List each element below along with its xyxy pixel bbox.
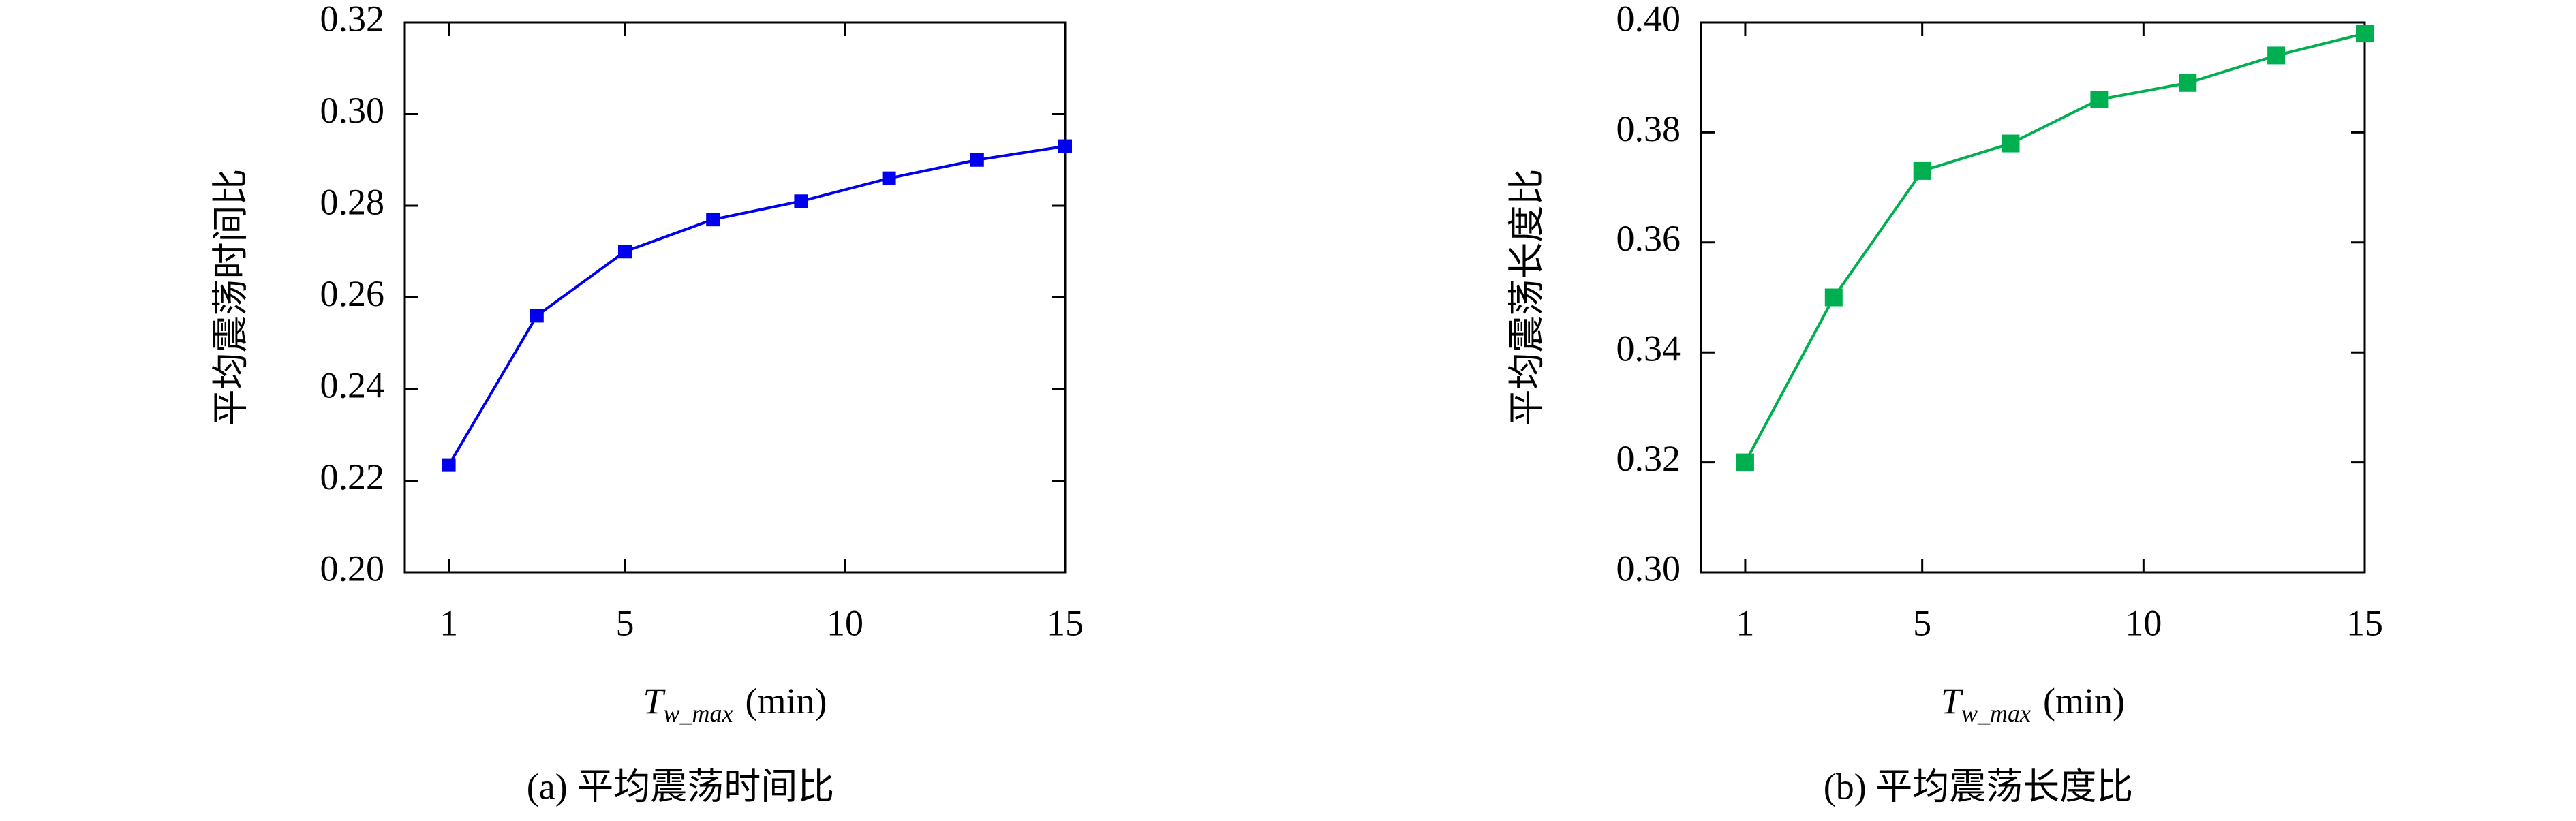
x-axis-label-unit: (min) xyxy=(746,681,827,722)
y-tick-label: 0.20 xyxy=(320,548,385,589)
x-tick-label: 10 xyxy=(2125,602,2162,643)
x-axis-label: Tw_max (min) xyxy=(643,681,827,727)
x-axis-label-unit: (min) xyxy=(2043,681,2125,722)
y-tick-label: 0.38 xyxy=(1616,108,1681,149)
x-tick-label: 5 xyxy=(1913,602,1931,643)
y-axis-label: 平均震荡时间比 xyxy=(210,169,251,427)
x-axis-label: Tw_max (min) xyxy=(1941,681,2125,727)
y-tick-label: 0.22 xyxy=(320,456,385,497)
caption: (a) 平均震荡时间比 xyxy=(527,766,834,807)
y-axis-label: 平均震荡长度比 xyxy=(1506,169,1547,427)
marker xyxy=(1824,288,1843,307)
marker xyxy=(2356,25,2374,43)
marker xyxy=(442,458,456,472)
x-axis-label-symbol: T xyxy=(643,681,666,722)
chart: 0.200.220.240.260.280.300.321 5 10 15平均震荡时间… xyxy=(210,0,1084,807)
marker xyxy=(2267,46,2286,65)
y-tick-label: 0.30 xyxy=(320,90,385,131)
marker xyxy=(2090,90,2109,108)
chart: 0.300.320.340.360.380.401 5 10 15平均震荡长度比Tw_… xyxy=(1506,0,2383,807)
marker xyxy=(882,171,896,185)
marker xyxy=(2179,74,2197,92)
y-tick-label: 0.36 xyxy=(1616,218,1681,259)
y-tick-label: 0.26 xyxy=(320,273,385,314)
x-tick-label: 10 xyxy=(827,602,863,643)
y-tick-label: 0.32 xyxy=(320,0,385,39)
marker xyxy=(530,309,544,323)
x-tick-label: 15 xyxy=(2346,602,2383,643)
y-tick-label: 0.40 xyxy=(1616,0,1681,39)
marker xyxy=(2002,134,2020,153)
series-line xyxy=(447,144,1066,466)
x-tick-label: 5 xyxy=(616,602,634,643)
y-tick-label: 0.28 xyxy=(320,181,385,222)
marker xyxy=(706,213,720,227)
caption: (b) 平均震荡长度比 xyxy=(1824,766,2133,807)
x-axis-label-subscript: w_max xyxy=(664,700,733,727)
y-tick-label: 0.24 xyxy=(320,365,385,405)
plot-frame xyxy=(1700,21,2366,574)
y-tick-label: 0.32 xyxy=(1616,438,1681,479)
marker xyxy=(1736,453,1754,471)
y-tick-label: 0.30 xyxy=(1616,548,1681,589)
marker xyxy=(618,245,632,259)
marker xyxy=(794,194,808,208)
x-axis-label-symbol: T xyxy=(1941,681,1964,722)
x-tick-label: 1 xyxy=(1736,602,1754,643)
x-tick-label: 15 xyxy=(1047,602,1084,643)
marker xyxy=(1058,139,1072,153)
marker xyxy=(970,153,984,167)
series-line xyxy=(1744,32,2365,463)
plot-frame xyxy=(403,21,1067,574)
marker xyxy=(1913,161,1931,180)
y-tick-label: 0.34 xyxy=(1616,328,1681,369)
x-axis-label-subscript: w_max xyxy=(1961,700,2031,727)
x-tick-label: 1 xyxy=(440,602,458,643)
